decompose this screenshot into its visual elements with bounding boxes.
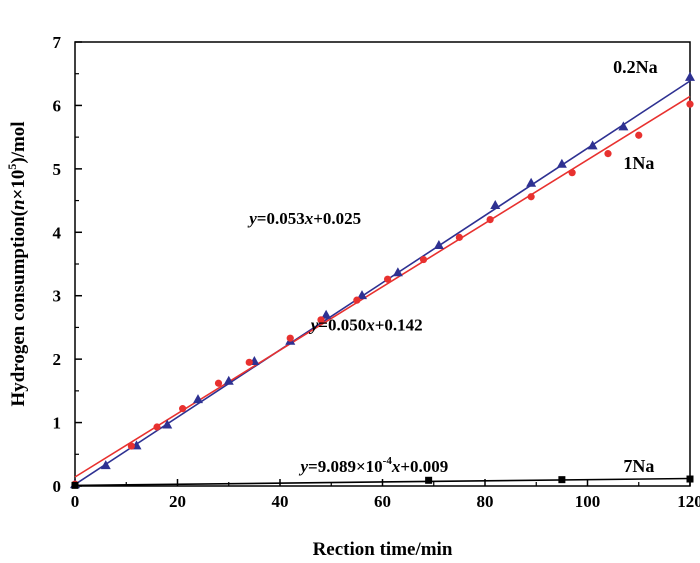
x-tick-label: 80 xyxy=(477,492,494,511)
point-0.2Na xyxy=(321,309,332,319)
y-tick-label: 7 xyxy=(53,33,62,52)
y-axis-title-var: n xyxy=(8,199,29,210)
fit-line-0.2Na xyxy=(74,80,691,486)
point-7Na xyxy=(425,476,433,484)
point-0.2Na xyxy=(100,460,111,470)
y-tick-label: 2 xyxy=(53,350,62,369)
eq-2: y=0.050x+0.142 xyxy=(309,316,423,335)
point-1Na xyxy=(353,296,361,304)
point-0.2Na xyxy=(526,177,537,187)
x-tick-label: 0 xyxy=(71,492,80,511)
y-axis-title-part: Hydrogen consumption( xyxy=(8,210,29,407)
eq-var-y: y xyxy=(309,316,319,335)
eq-var-y: y xyxy=(247,209,257,228)
point-1Na xyxy=(317,316,325,324)
x-tick-label: 60 xyxy=(374,492,391,511)
point-0.2Na xyxy=(433,239,444,249)
point-0.2Na xyxy=(587,140,598,150)
y-tick-label: 4 xyxy=(53,223,62,242)
x-tick-label: 100 xyxy=(575,492,601,511)
y-tick-label: 1 xyxy=(53,414,62,433)
point-0.2Na xyxy=(357,290,367,300)
point-7Na xyxy=(558,476,566,484)
point-0.2Na xyxy=(392,267,403,277)
eq-superscript: -4 xyxy=(383,455,393,467)
y-tick-label: 0 xyxy=(53,477,62,496)
point-0.2Na xyxy=(193,394,203,404)
point-1Na xyxy=(127,442,135,450)
eq-part: =0.050 xyxy=(318,316,366,335)
eq-1: y=0.053x+0.025 xyxy=(247,209,361,228)
fit-equations: y=0.053x+0.025y=0.050x+0.142y=9.089×10-4… xyxy=(247,209,448,476)
point-1Na xyxy=(527,193,535,201)
eq-3: y=9.089×10-4x+0.009 xyxy=(299,455,449,476)
point-0.2Na xyxy=(490,200,501,210)
point-1Na xyxy=(604,150,612,158)
point-0.2Na xyxy=(223,375,234,385)
point-1Na xyxy=(635,131,643,139)
tick-labels: 0 20 40 60 80 100 120 0 1 2 3 4 5 6 7 xyxy=(53,33,700,511)
series-label-1Na: 1Na xyxy=(623,153,654,173)
point-7Na xyxy=(71,481,79,489)
point-1Na xyxy=(568,169,576,177)
point-1Na xyxy=(179,405,187,413)
fit-line-7Na xyxy=(74,477,691,487)
point-1Na xyxy=(245,358,253,366)
y-axis-title-part: ×10 xyxy=(8,170,29,200)
eq-part: =0.053 xyxy=(257,209,305,228)
point-1Na xyxy=(455,233,463,241)
point-0.2Na xyxy=(556,158,567,168)
point-1Na xyxy=(686,100,694,108)
series-label-7Na: 7Na xyxy=(623,456,654,476)
eq-var-y: y xyxy=(299,457,309,476)
point-1Na xyxy=(214,379,223,387)
eq-part: =9.089×10 xyxy=(308,457,383,476)
eq-part: +0.025 xyxy=(313,209,361,228)
y-tick-label: 3 xyxy=(53,287,62,306)
data-markers xyxy=(70,71,695,489)
y-tick-label: 5 xyxy=(53,160,62,179)
point-1Na xyxy=(286,334,294,342)
fit-line-1Na xyxy=(74,95,691,478)
point-1Na xyxy=(153,423,161,431)
eq-var-x: x xyxy=(304,209,314,228)
x-axis-title: Rection time/min xyxy=(313,539,453,560)
fit-lines xyxy=(74,80,691,487)
point-0.2Na xyxy=(618,121,629,131)
x-tick-label: 120 xyxy=(677,492,700,511)
y-tick-label: 6 xyxy=(53,96,62,115)
x-tick-label: 40 xyxy=(272,492,289,511)
series-label-0.2Na: 0.2Na xyxy=(613,57,658,77)
x-tick-label: 20 xyxy=(169,492,186,511)
eq-part: +0.009 xyxy=(400,457,448,476)
point-7Na xyxy=(686,475,694,483)
y-axis-title: Hydrogen consumption(n×105)/mol xyxy=(5,121,29,406)
y-axis-title-sup: 5 xyxy=(5,164,19,170)
point-0.2Na xyxy=(685,71,695,81)
point-1Na xyxy=(384,275,392,283)
point-0.2Na xyxy=(162,419,173,429)
eq-part: +0.142 xyxy=(375,316,423,335)
series-labels: 0.2Na 1Na 7Na xyxy=(613,57,658,476)
eq-var-x: x xyxy=(391,457,401,476)
point-1Na xyxy=(419,255,428,264)
y-axis-title-part: )/mol xyxy=(8,121,29,163)
eq-var-x: x xyxy=(365,316,375,335)
point-1Na xyxy=(486,216,494,224)
